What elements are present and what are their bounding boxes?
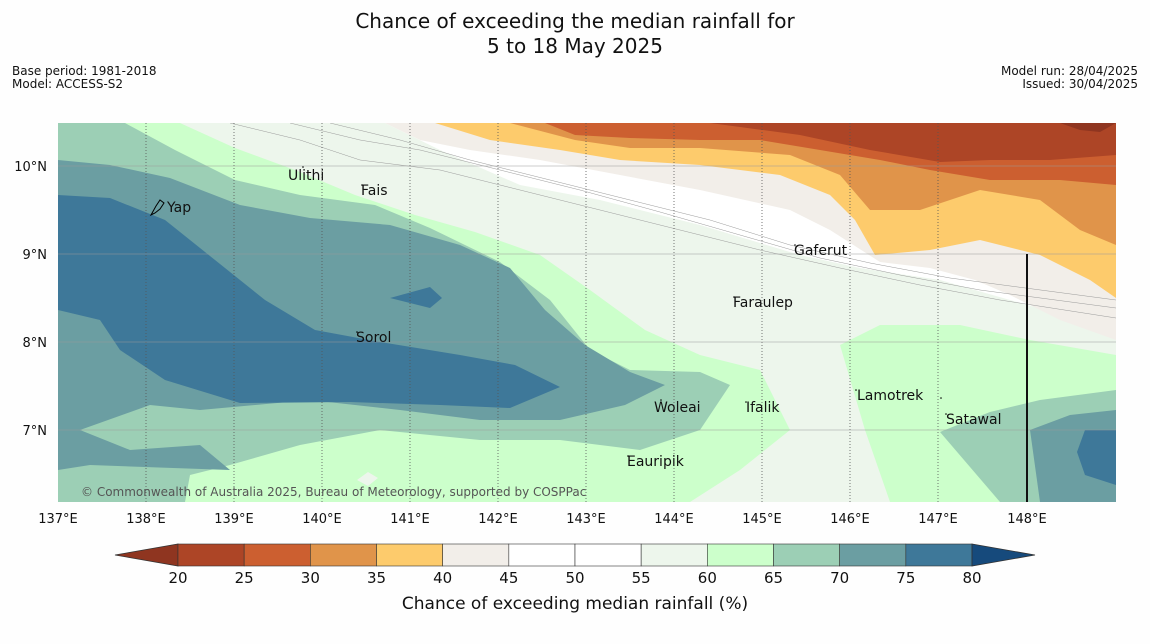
- colorbar-tick-50: 50: [565, 569, 584, 587]
- copyright-notice: © Commonwealth of Australia 2025, Bureau…: [81, 485, 586, 499]
- contour-lines: [229, 123, 1116, 319]
- lon-label-145: 145°E: [742, 512, 782, 527]
- issued-date: Issued: 30/04/2025: [1022, 77, 1138, 91]
- yap-island-shape: [149, 199, 165, 217]
- contour-75-80: [58, 195, 560, 408]
- colorbar-tick-40: 40: [433, 569, 452, 587]
- lat-axis-labels: 10°N 9°N 8°N 7°N: [14, 160, 47, 439]
- lon-label-140: 140°E: [302, 512, 342, 527]
- place-yap: Yap: [166, 200, 191, 216]
- lat-label-10: 10°N: [14, 160, 47, 175]
- colorbar-segment-10: [839, 543, 907, 567]
- place-gaferut: Gaferut: [794, 243, 848, 259]
- lon-label-148: 148°E: [1007, 512, 1047, 527]
- lat-label-8: 8°N: [23, 336, 48, 351]
- woleai-dot: [660, 399, 662, 401]
- lat-label-7: 7°N: [23, 424, 48, 439]
- colorbar-tick-55: 55: [632, 569, 651, 587]
- lamotrek-dot: [855, 389, 857, 391]
- gridlines: [145, 123, 939, 502]
- colorbar-segment-11: [905, 543, 973, 567]
- colorbar-segments: [177, 543, 973, 567]
- place-woleai: Woleai: [654, 400, 701, 416]
- place-faraulep: Faraulep: [733, 295, 793, 311]
- contour-75-80-blob: [390, 287, 442, 308]
- eauripik-dot: [627, 455, 629, 457]
- title-line-2: 5 to 18 May 2025: [487, 34, 663, 58]
- base-period: Base period: 1981-2018: [12, 64, 157, 78]
- lon-axis-labels: 137°E 138°E 139°E 140°E 141°E 142°E 143°…: [38, 512, 1047, 527]
- colorbar-tick-35: 35: [367, 569, 386, 587]
- ifalik-dot: [745, 401, 747, 403]
- contour-20-25: [1060, 123, 1116, 132]
- colorbar-segment-8: [707, 543, 774, 567]
- run-info: Model run: 28/04/2025 Issued: 30/04/2025: [1001, 65, 1138, 91]
- colorbar-tick-60: 60: [698, 569, 717, 587]
- model-name: Model: ACCESS-S2: [12, 77, 124, 91]
- lat-label-9: 9°N: [23, 248, 48, 263]
- fais-dot: [361, 184, 363, 186]
- place-ulithi: Ulithi: [288, 168, 324, 184]
- satawal-dot: [945, 413, 947, 415]
- lon-label-141: 141°E: [390, 512, 430, 527]
- faraulep-dot: [733, 296, 735, 298]
- colorbar-tick-45: 45: [499, 569, 518, 587]
- lon-label-147: 147°E: [918, 512, 958, 527]
- colorbar-ticks: 20 25 30 35 40 45 50 55 60 65 70 75 80: [168, 569, 981, 587]
- colorbar-segment-9: [773, 543, 840, 567]
- colorbar-segment-7: [640, 543, 708, 567]
- colorbar: 20 25 30 35 40 45 50 55 60 65 70 75 80: [114, 543, 1036, 587]
- contour-55-60-patch: [357, 472, 378, 486]
- place-eauripik: Eauripik: [627, 454, 685, 470]
- probability-contours: [58, 123, 1116, 502]
- colorbar-tick-30: 30: [301, 569, 320, 587]
- ulithi-dot: [302, 166, 304, 168]
- colorbar-over-arrow: [971, 543, 1036, 567]
- colorbar-segment-0: [177, 543, 245, 567]
- place-satawal: Satawal: [946, 412, 1001, 428]
- contour-75-80-east: [1077, 430, 1116, 485]
- colorbar-segment-4: [442, 543, 510, 567]
- lat-gridlines: [58, 165, 1116, 431]
- lon-label-144: 144°E: [654, 512, 694, 527]
- colorbar-segment-2: [310, 543, 377, 567]
- place-labels: Ulithi Fais Yap Gaferut Faraulep Sorol L…: [166, 166, 1001, 470]
- colorbar-tick-20: 20: [168, 569, 187, 587]
- colorbar-tick-80: 80: [962, 569, 981, 587]
- colorbar-under-arrow: [114, 543, 179, 567]
- lon-label-137: 137°E: [38, 512, 78, 527]
- contour-25-30: [710, 123, 1116, 162]
- lon-label-146: 146°E: [830, 512, 870, 527]
- sorol-dot: [356, 331, 358, 333]
- place-lamotrek: Lamotrek: [857, 388, 924, 404]
- colorbar-title: Chance of exceeding median rainfall (%): [401, 594, 749, 614]
- lon-label-142: 142°E: [478, 512, 518, 527]
- gaferut-dot: [794, 244, 796, 246]
- place-fais: Fais: [361, 183, 388, 199]
- colorbar-segment-1: [243, 543, 311, 567]
- colorbar-segment-6: [574, 543, 642, 567]
- colorbar-segment-3: [376, 543, 443, 567]
- lon-label-143: 143°E: [566, 512, 606, 527]
- colorbar-tick-75: 75: [896, 569, 915, 587]
- colorbar-tick-25: 25: [235, 569, 254, 587]
- lon-label-139: 139°E: [214, 512, 254, 527]
- place-ifalik: Ifalik: [746, 400, 780, 416]
- base-info: Base period: 1981-2018 Model: ACCESS-S2: [12, 65, 157, 91]
- lamotrek-atoll-dot: [940, 397, 942, 399]
- colorbar-tick-65: 65: [764, 569, 783, 587]
- lon-label-138: 138°E: [126, 512, 166, 527]
- contour-60-65-patch: [298, 445, 490, 502]
- title-line-1: Chance of exceeding the median rainfall …: [355, 9, 795, 33]
- colorbar-tick-70: 70: [830, 569, 849, 587]
- model-run: Model run: 28/04/2025: [1000, 64, 1138, 78]
- place-sorol: Sorol: [356, 330, 391, 346]
- colorbar-segment-5: [508, 543, 576, 567]
- map-title: Chance of exceeding the median rainfall …: [0, 9, 1150, 59]
